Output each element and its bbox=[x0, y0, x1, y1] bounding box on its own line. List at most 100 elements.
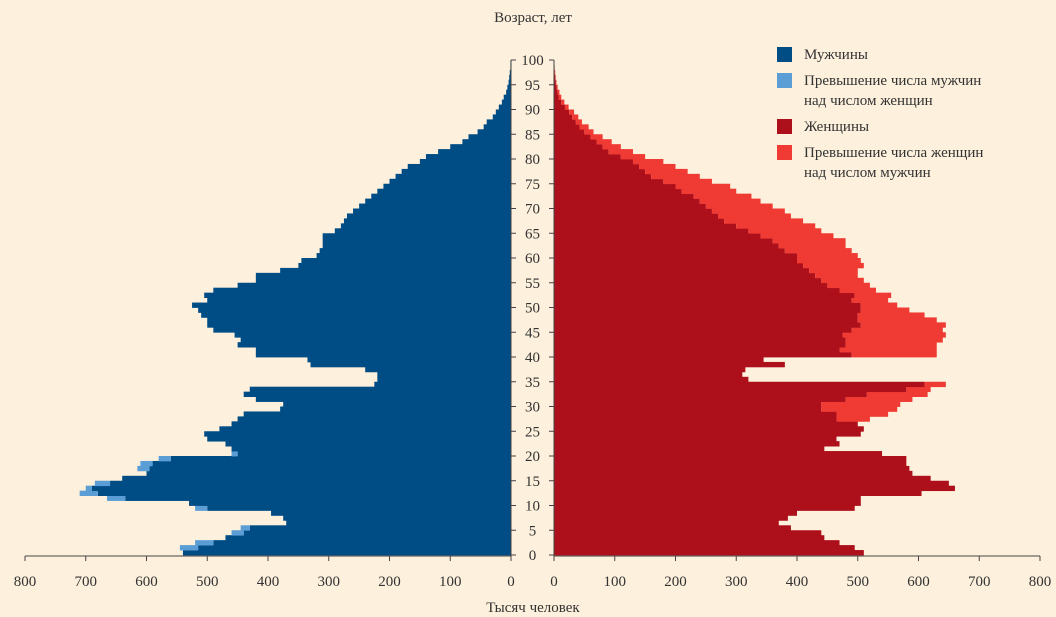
men-bar-age-25 bbox=[219, 426, 511, 432]
men-bar-age-12 bbox=[97, 490, 512, 496]
men-bar-age-78 bbox=[407, 163, 511, 170]
women-bar-age-2 bbox=[554, 540, 840, 546]
men-bar-age-34 bbox=[374, 381, 511, 388]
women-bar-age-3 bbox=[554, 535, 825, 541]
women-excess-bar-age-58 bbox=[803, 262, 864, 269]
legend-label-men-excess-1: над числом женщин bbox=[804, 93, 933, 109]
women-excess-bar-age-81 bbox=[608, 149, 633, 155]
men-bars bbox=[79, 60, 512, 556]
men-bar-age-45 bbox=[213, 327, 511, 333]
legend-label-women-0: Женщины bbox=[804, 119, 869, 135]
men-bar-age-29 bbox=[280, 406, 511, 412]
women-excess-bar-age-45 bbox=[851, 327, 943, 333]
women-bar-age-75 bbox=[554, 178, 664, 185]
men-bar-age-44 bbox=[234, 332, 511, 338]
women-excess-bar-age-66 bbox=[736, 223, 816, 229]
women-bar-age-27 bbox=[554, 416, 837, 422]
men-bar-age-38 bbox=[310, 361, 511, 368]
x-tick-label-left-200: 200 bbox=[378, 574, 401, 590]
women-bar-age-32 bbox=[554, 391, 867, 397]
women-excess-bar-age-60 bbox=[797, 253, 858, 259]
men-excess-bar-age-18 bbox=[140, 460, 153, 467]
men-bar-age-52 bbox=[204, 292, 511, 298]
men-bar-age-55 bbox=[255, 277, 511, 284]
men-bar-age-59 bbox=[301, 258, 511, 264]
women-bar-age-9 bbox=[554, 505, 855, 511]
x-tick-label-left-600: 600 bbox=[135, 574, 158, 590]
men-bar-age-42 bbox=[237, 342, 511, 348]
age-tick-label-55: 55 bbox=[525, 276, 540, 292]
women-excess-bar-age-92 bbox=[558, 94, 562, 100]
women-excess-bar-age-59 bbox=[797, 258, 861, 264]
men-bar-age-8 bbox=[271, 510, 511, 516]
men-bar-age-48 bbox=[201, 312, 512, 318]
women-excess-bar-age-65 bbox=[748, 228, 822, 234]
age-tick-label-70: 70 bbox=[525, 202, 540, 218]
women-excess-bar-age-48 bbox=[857, 312, 925, 318]
x-tick-label-right-100: 100 bbox=[604, 574, 627, 590]
x-tick-label-right-0: 0 bbox=[550, 574, 558, 590]
men-bar-age-71 bbox=[365, 198, 511, 204]
men-bar-age-28 bbox=[243, 411, 511, 417]
men-bar-age-68 bbox=[346, 213, 511, 219]
women-excess-bar-age-42 bbox=[845, 342, 937, 348]
men-bar-age-58 bbox=[298, 262, 511, 269]
women-excess-bar-age-41 bbox=[839, 347, 937, 353]
women-bar-age-1 bbox=[554, 545, 855, 551]
women-bar-age-76 bbox=[554, 173, 652, 180]
men-bar-age-51 bbox=[207, 297, 511, 303]
women-excess-bar-age-29 bbox=[821, 406, 898, 412]
women-excess-bar-age-27 bbox=[836, 416, 870, 422]
women-excess-bar-age-62 bbox=[778, 243, 846, 249]
women-bar-age-17 bbox=[554, 465, 910, 472]
women-bar-age-22 bbox=[554, 441, 840, 447]
women-excess-bar-age-33 bbox=[906, 386, 931, 393]
women-bar-age-58 bbox=[554, 262, 804, 269]
women-bar-age-35 bbox=[554, 376, 749, 383]
men-bar-age-3 bbox=[225, 535, 511, 541]
men-bar-age-18 bbox=[152, 460, 511, 467]
x-tick-label-right-800: 800 bbox=[1029, 574, 1052, 590]
women-excess-bar-age-64 bbox=[760, 233, 834, 239]
women-excess-bar-age-85 bbox=[584, 129, 594, 135]
legend-swatch-women-excess bbox=[777, 145, 792, 160]
women-bar-age-54 bbox=[554, 282, 828, 289]
women-bar-age-13 bbox=[554, 485, 955, 492]
women-bar-age-31 bbox=[554, 396, 846, 402]
women-bar-age-45 bbox=[554, 327, 852, 333]
men-excess-bar-age-11 bbox=[107, 495, 126, 501]
men-bar-age-73 bbox=[377, 188, 511, 195]
women-excess-bar-age-49 bbox=[860, 307, 910, 313]
men-bar-age-63 bbox=[322, 238, 511, 244]
men-bar-age-80 bbox=[425, 154, 511, 160]
women-bar-age-91 bbox=[554, 99, 562, 105]
x-tick-label-right-500: 500 bbox=[847, 574, 870, 590]
women-excess-bar-age-50 bbox=[860, 302, 898, 308]
women-bar-age-30 bbox=[554, 401, 822, 407]
men-bar-age-81 bbox=[438, 149, 511, 155]
men-bar-age-24 bbox=[204, 431, 511, 437]
women-bar-age-93 bbox=[554, 89, 558, 96]
women-excess-bar-age-79 bbox=[632, 159, 664, 165]
women-bar-age-7 bbox=[554, 515, 788, 521]
women-excess-bar-age-34 bbox=[924, 381, 946, 388]
women-bar-age-90 bbox=[554, 104, 565, 110]
women-bar-age-63 bbox=[554, 238, 773, 244]
women-bar-age-96 bbox=[554, 74, 556, 81]
women-excess-bar-age-80 bbox=[620, 154, 646, 160]
women-bar-age-10 bbox=[554, 500, 861, 506]
men-bar-age-69 bbox=[353, 208, 511, 214]
men-excess-bar-age-12 bbox=[79, 490, 98, 496]
men-excess-bar-age-9 bbox=[195, 505, 208, 511]
x-tick-label-left-700: 700 bbox=[75, 574, 98, 590]
men-bar-age-94 bbox=[507, 84, 511, 91]
men-bar-age-9 bbox=[207, 505, 511, 511]
women-bar-age-61 bbox=[554, 248, 785, 254]
x-axis-title: Тысяч человек bbox=[486, 600, 580, 616]
women-bar-age-49 bbox=[554, 307, 861, 313]
men-bar-age-2 bbox=[213, 540, 511, 546]
women-bar-age-92 bbox=[554, 94, 559, 100]
women-excess-bar-age-44 bbox=[842, 332, 946, 338]
women-bar-age-6 bbox=[554, 520, 779, 526]
